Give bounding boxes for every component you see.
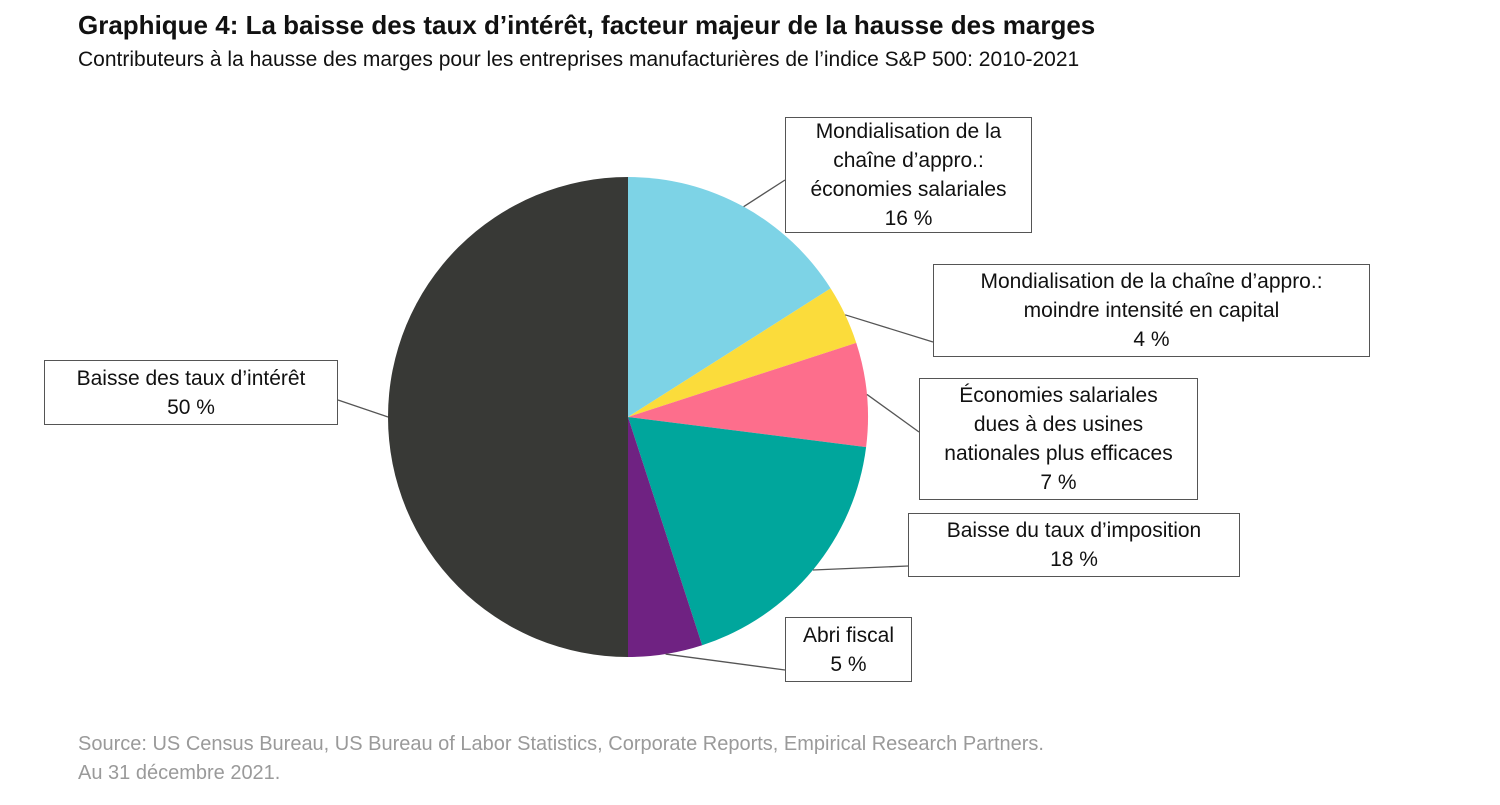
pie-slice: [628, 417, 703, 657]
pie-slice: [388, 177, 628, 657]
value-label: 7 %: [1040, 471, 1077, 494]
slice-label: Économies salariales dues à des usines n…: [944, 384, 1173, 465]
callout-box: Mondialisation de la chaîne d’appro.: éc…: [785, 117, 1032, 233]
slice-label: Abri fiscal: [802, 623, 895, 647]
value-label: 16 %: [884, 207, 933, 230]
value-label: 5 %: [830, 652, 867, 676]
value-label: 50 %: [167, 395, 215, 419]
chart-subtitle: Contributeurs à la hausse des marges pou…: [78, 48, 1080, 71]
value-label: 4 %: [1133, 328, 1170, 351]
callout-box: Baisse du taux d’imposition 18 %: [908, 513, 1240, 577]
value-label: 18 %: [1050, 548, 1098, 571]
leader-line: [812, 565, 909, 571]
callout-box: Économies salariales dues à des usines n…: [919, 378, 1198, 500]
callout-box: Mondialisation de la chaîne d’appro.: mo…: [933, 264, 1370, 357]
slice-label: Mondialisation de la chaîne d’appro.: mo…: [980, 270, 1323, 322]
slice-label: Baisse des taux d’intérêt: [76, 366, 306, 390]
pie-slice: [628, 288, 857, 417]
leader-line: [337, 399, 389, 418]
pie-slice: [628, 342, 868, 448]
leader-line: [665, 653, 786, 671]
callout-box: Abri fiscal 5 %: [785, 617, 912, 682]
leader-line: [866, 393, 920, 433]
callout-box: Baisse des taux d’intérêt 50 %: [44, 360, 338, 425]
slice-label: Mondialisation de la chaîne d’appro.: éc…: [810, 120, 1007, 201]
slice-label: Baisse du taux d’imposition: [946, 519, 1202, 542]
leader-line: [743, 179, 786, 208]
chart-title: Graphique 4: La baisse des taux d’intérê…: [78, 10, 1096, 40]
source-note: Au 31 décembre 2021.: [78, 762, 281, 784]
source-note: Source: US Census Bureau, US Bureau of L…: [78, 733, 1044, 755]
pie-slice: [628, 417, 867, 646]
leader-line: [844, 314, 934, 343]
pie-slice: [628, 177, 831, 417]
